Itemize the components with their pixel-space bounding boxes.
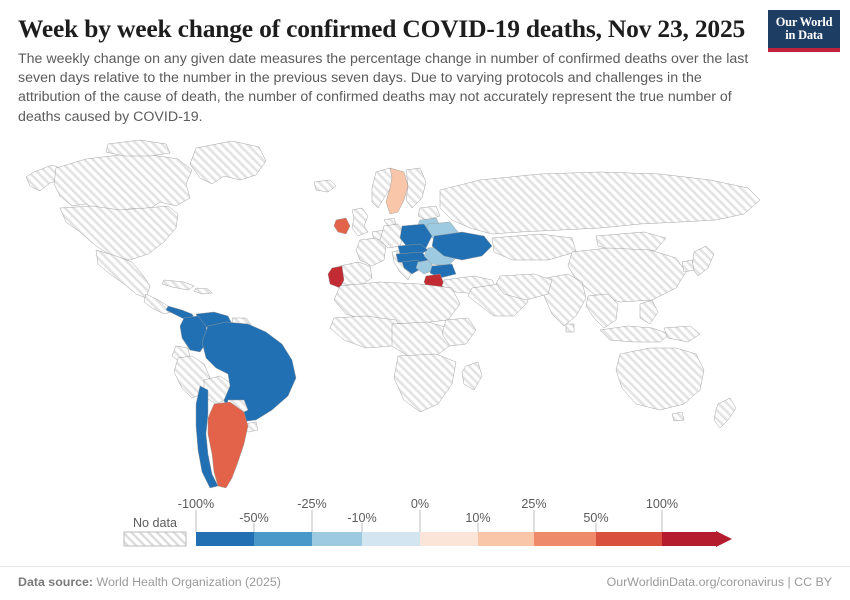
country-canada[interactable]	[54, 155, 192, 214]
legend-arrow-tip	[716, 531, 732, 547]
owid-logo-line2: in Data	[785, 28, 823, 42]
owid-logo[interactable]: Our World in Data	[768, 10, 840, 52]
country-iceland[interactable]	[314, 180, 336, 192]
country-japan[interactable]	[692, 246, 714, 276]
country-france[interactable]	[356, 238, 386, 266]
country-finland[interactable]	[406, 168, 426, 208]
country-papua-new-guinea[interactable]	[664, 326, 700, 342]
legend-bin-4	[420, 532, 478, 546]
legend-tick-label-minus25: -25%	[297, 497, 326, 511]
country-poland[interactable]	[400, 224, 432, 248]
legend-bin-8	[662, 532, 716, 546]
legend-tick-label-10: 10%	[465, 511, 490, 525]
country-philippines[interactable]	[640, 300, 658, 324]
country-kazakhstan[interactable]	[492, 234, 576, 260]
country-ireland[interactable]	[334, 218, 350, 234]
country-brazil[interactable]	[202, 322, 296, 422]
country-sri-lanka[interactable]	[566, 324, 574, 332]
country-usa[interactable]	[60, 206, 178, 260]
country-serbia[interactable]	[416, 260, 434, 274]
chart-header: Week by week change of confirmed COVID-1…	[0, 0, 850, 127]
country-central-africa[interactable]	[392, 322, 452, 356]
legend-bin-6	[534, 532, 596, 546]
page-title: Week by week change of confirmed COVID-1…	[18, 14, 746, 43]
legend-tick-label-minus100: -100%	[178, 497, 214, 511]
legend-tick-label-minus10: -10%	[347, 511, 376, 525]
country-portugal[interactable]	[328, 266, 344, 288]
legend-tick-label-50: 50%	[583, 511, 608, 525]
legend-no-data-label: No data	[133, 516, 177, 530]
legend-bin-5	[478, 532, 534, 546]
country-madagascar[interactable]	[462, 362, 482, 390]
legend-bin-3	[362, 532, 420, 546]
country-sweden[interactable]	[386, 168, 408, 214]
data-source: Data source: World Health Organization (…	[18, 575, 281, 589]
legend-bin-1	[254, 532, 312, 546]
country-colombia[interactable]	[180, 316, 208, 352]
country-new-zealand[interactable]	[714, 398, 736, 428]
country-australia[interactable]	[616, 348, 704, 410]
country-cuba[interactable]	[162, 280, 194, 290]
country-denmark[interactable]	[384, 218, 396, 226]
legend-tick-label-zero: 0%	[411, 497, 429, 511]
country-china[interactable]	[568, 248, 686, 302]
country-hispaniola[interactable]	[194, 288, 212, 294]
country-russia[interactable]	[440, 172, 760, 234]
country-ukraine[interactable]	[432, 232, 492, 260]
world-choropleth-map[interactable]	[0, 128, 850, 493]
legend-ticks	[195, 510, 663, 532]
map-countries	[26, 140, 760, 488]
legend-tick-label-100: 100%	[646, 497, 678, 511]
data-source-value: World Health Organization (2025)	[96, 575, 281, 589]
legend-bin-7	[596, 532, 662, 546]
country-central-america[interactable]	[144, 294, 172, 314]
country-korea[interactable]	[682, 260, 694, 272]
legend-bin-2	[312, 532, 362, 546]
legend-no-data-swatch[interactable]	[123, 531, 187, 547]
owid-logo-line1: Our World	[775, 15, 833, 30]
legend-bin-0	[196, 532, 254, 546]
country-estonia-latvia[interactable]	[418, 206, 440, 220]
country-greenland[interactable]	[190, 141, 266, 184]
country-sea-mainland[interactable]	[586, 294, 618, 328]
map-legend: No data	[0, 496, 850, 554]
legend-tick-label-25: 25%	[521, 497, 546, 511]
footer-attribution[interactable]: OurWorldinData.org/coronavirus | CC BY	[606, 575, 832, 589]
country-tasmania[interactable]	[672, 412, 684, 421]
data-source-label: Data source:	[18, 575, 94, 589]
country-east-africa[interactable]	[442, 318, 476, 346]
chart-subtitle: The weekly change on any given date meas…	[18, 51, 749, 125]
country-iran-afghanistan[interactable]	[496, 274, 552, 300]
legend-tick-label-minus50: -50%	[239, 511, 268, 525]
country-mongolia[interactable]	[596, 232, 666, 252]
chart-footer: Data source: World Health Organization (…	[0, 566, 850, 600]
country-uk[interactable]	[352, 208, 368, 236]
country-croatia-bosnia[interactable]	[402, 260, 422, 274]
country-southern-africa[interactable]	[394, 354, 456, 412]
country-india[interactable]	[544, 274, 586, 326]
country-chile[interactable]	[196, 386, 218, 488]
country-argentina[interactable]	[208, 402, 248, 488]
legend-gradient-bar[interactable]	[196, 531, 732, 547]
country-canada-arctic[interactable]	[106, 140, 170, 156]
country-indonesia[interactable]	[600, 326, 670, 342]
